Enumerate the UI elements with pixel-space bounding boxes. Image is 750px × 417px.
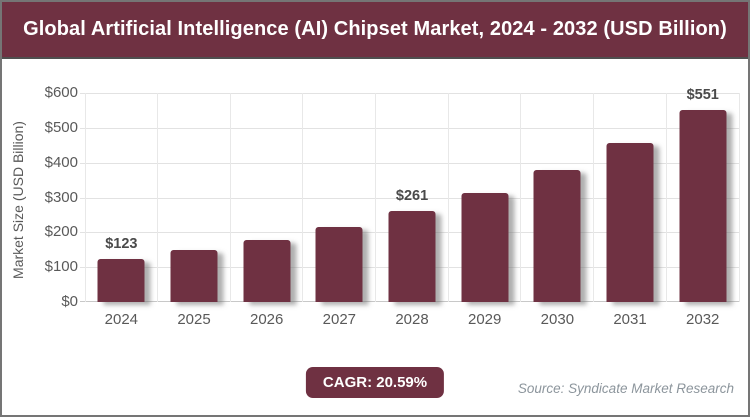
x-tick-label-2032: 2032 <box>686 311 720 328</box>
bar-column-2029 <box>448 93 521 302</box>
x-tick-label-2030: 2030 <box>540 311 575 328</box>
bar-column-2031 <box>594 93 667 302</box>
bar-value-label: $261 <box>395 188 429 205</box>
x-tick-label-2029: 2029 <box>468 311 502 328</box>
y-tick-label: $300 <box>44 188 78 206</box>
bar-2031 <box>606 143 654 302</box>
bar-2028 <box>388 211 436 302</box>
x-tick-label-2027: 2027 <box>322 311 357 328</box>
bar-columns: $123 $261 $551 <box>85 87 739 302</box>
plot-area: $123 $261 $551 <box>80 87 740 302</box>
x-tick-label-2024: 2024 <box>104 311 139 328</box>
x-tick-label-2031: 2031 <box>613 311 647 328</box>
y-tick-label: $500 <box>44 118 78 136</box>
x-tick-label-2025: 2025 <box>177 311 211 328</box>
bar-2027 <box>315 226 363 302</box>
bar-column-2030 <box>521 93 594 302</box>
x-tick-label-2028: 2028 <box>395 311 429 328</box>
y-axis-tick-labels: $0 $100 $200 $300 $400 $500 $600 <box>2 85 78 310</box>
gridline-horizontal <box>80 197 739 199</box>
gridline-vertical <box>375 93 377 302</box>
bar-value-label: $551 <box>686 87 719 104</box>
y-tick-label: $600 <box>44 84 78 101</box>
gridline-horizontal <box>80 93 739 94</box>
bar-column-2032: $551 <box>666 87 739 302</box>
gridline-vertical <box>302 93 304 302</box>
cagr-label: CAGR: 20.59% <box>322 374 428 391</box>
gridline-vertical <box>520 93 522 302</box>
bar-column-2026 <box>230 93 303 302</box>
y-tick-label: $0 <box>61 293 78 310</box>
bar-2025 <box>170 250 218 302</box>
bar-2026 <box>243 239 291 302</box>
gridline-vertical <box>593 93 595 302</box>
gridline-horizontal <box>80 127 739 129</box>
x-axis-tick-labels: 2024 2025 2026 2027 2028 2029 2030 2031 2032 <box>85 311 739 328</box>
bar-column-2025 <box>158 93 231 302</box>
gridline-vertical <box>157 93 159 302</box>
chart-title-bar: Global Artificial Intelligence (AI) Chip… <box>2 2 748 59</box>
gridline-horizontal <box>80 162 739 164</box>
bar-column-2024: $123 <box>85 93 158 302</box>
x-tick-label-2026: 2026 <box>249 311 284 328</box>
gridline-vertical <box>84 93 86 302</box>
bar-value-label: $123 <box>105 236 138 253</box>
cagr-badge: CAGR: 20.59% <box>305 367 445 398</box>
bar-2030 <box>533 170 581 302</box>
gridline-vertical <box>665 93 667 302</box>
source-note: Source: Syndicate Market Research <box>517 381 734 396</box>
gridline-vertical <box>738 93 740 302</box>
y-tick-label: $400 <box>44 153 78 171</box>
bar-2024 <box>97 259 145 302</box>
gridline-vertical <box>229 93 231 302</box>
bar-2032 <box>679 110 727 302</box>
chart-title: Global Artificial Intelligence (AI) Chip… <box>23 18 727 40</box>
bar-2029 <box>461 192 509 302</box>
bar-column-2028: $261 <box>376 93 449 302</box>
bar-column-2027 <box>303 93 376 302</box>
y-tick-label: $200 <box>44 223 78 241</box>
gridline-vertical <box>447 93 449 302</box>
y-tick-label: $100 <box>44 258 78 276</box>
